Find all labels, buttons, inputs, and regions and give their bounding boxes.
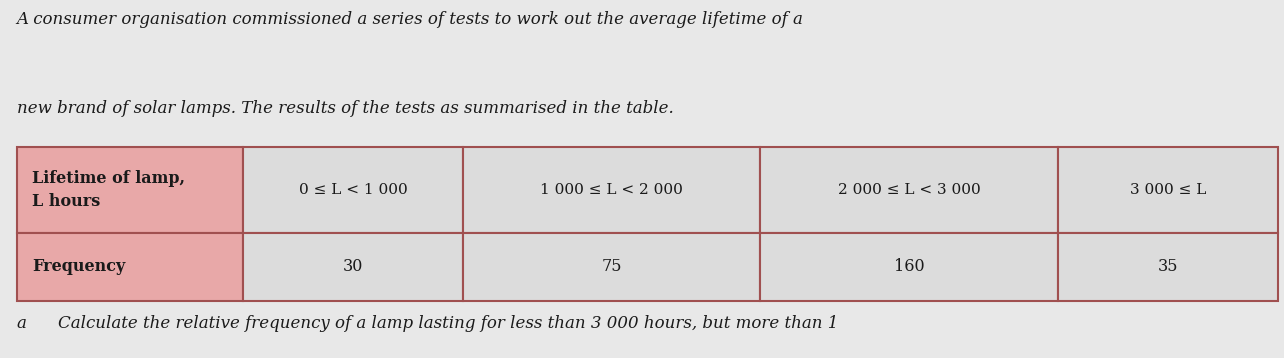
Bar (1058, 147, 1278, 233)
Text: Frequency: Frequency (32, 258, 126, 275)
Text: 3 000 ≤ L: 3 000 ≤ L (1130, 183, 1206, 197)
Bar (464, 233, 760, 301)
Text: Calculate the relative frequency of a lamp lasting for less than 3 000 hours, bu: Calculate the relative frequency of a la… (58, 315, 838, 332)
Text: A consumer organisation commissioned a series of tests to work out the average l: A consumer organisation commissioned a s… (17, 11, 804, 28)
Text: 1 000 ≤ L < 2 000: 1 000 ≤ L < 2 000 (541, 183, 683, 197)
Bar (17, 233, 244, 301)
Text: 0 ≤ L < 1 000: 0 ≤ L < 1 000 (299, 183, 407, 197)
Bar (244, 233, 464, 301)
Text: 2 000 ≤ L < 3 000: 2 000 ≤ L < 3 000 (838, 183, 981, 197)
Text: 35: 35 (1158, 258, 1177, 275)
Bar (760, 147, 1058, 233)
Text: a: a (17, 315, 27, 332)
Bar (760, 233, 1058, 301)
Text: 30: 30 (343, 258, 363, 275)
Bar (244, 147, 464, 233)
Text: 75: 75 (601, 258, 621, 275)
Text: 160: 160 (894, 258, 924, 275)
Bar (17, 147, 244, 233)
Bar (464, 147, 760, 233)
Text: Lifetime of lamp,
L hours: Lifetime of lamp, L hours (32, 170, 185, 210)
Text: new brand of solar lamps. The results of the tests as summarised in the table.: new brand of solar lamps. The results of… (17, 100, 673, 117)
Bar (1058, 233, 1278, 301)
